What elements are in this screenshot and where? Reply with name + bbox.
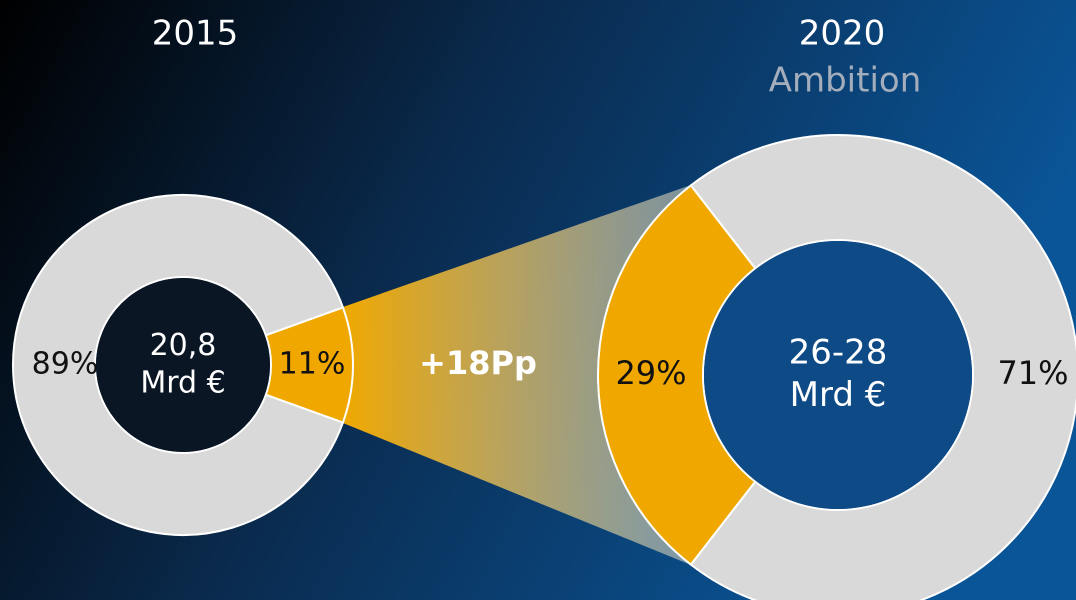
center-label: Mrd € xyxy=(140,365,225,400)
center-label: 26-28 xyxy=(789,332,888,372)
value-label: 89% xyxy=(32,347,99,382)
donut-center xyxy=(96,278,270,452)
chart-subtitle: Ambition xyxy=(769,61,922,101)
value-label: 71% xyxy=(997,354,1068,392)
value-label: 29% xyxy=(615,354,686,392)
center-label: Mrd € xyxy=(790,375,887,415)
connector xyxy=(343,185,691,565)
center-label: 20,8 xyxy=(150,328,217,363)
annotation: +18Pp xyxy=(419,344,537,382)
donut-segment xyxy=(689,134,1076,600)
value-label: 11% xyxy=(279,347,346,382)
donut-segment xyxy=(12,194,345,536)
donut-segment xyxy=(597,183,757,567)
chart-title: 2015 xyxy=(152,14,239,54)
donut-center xyxy=(704,241,972,509)
chart-title: 2020 xyxy=(799,14,886,54)
